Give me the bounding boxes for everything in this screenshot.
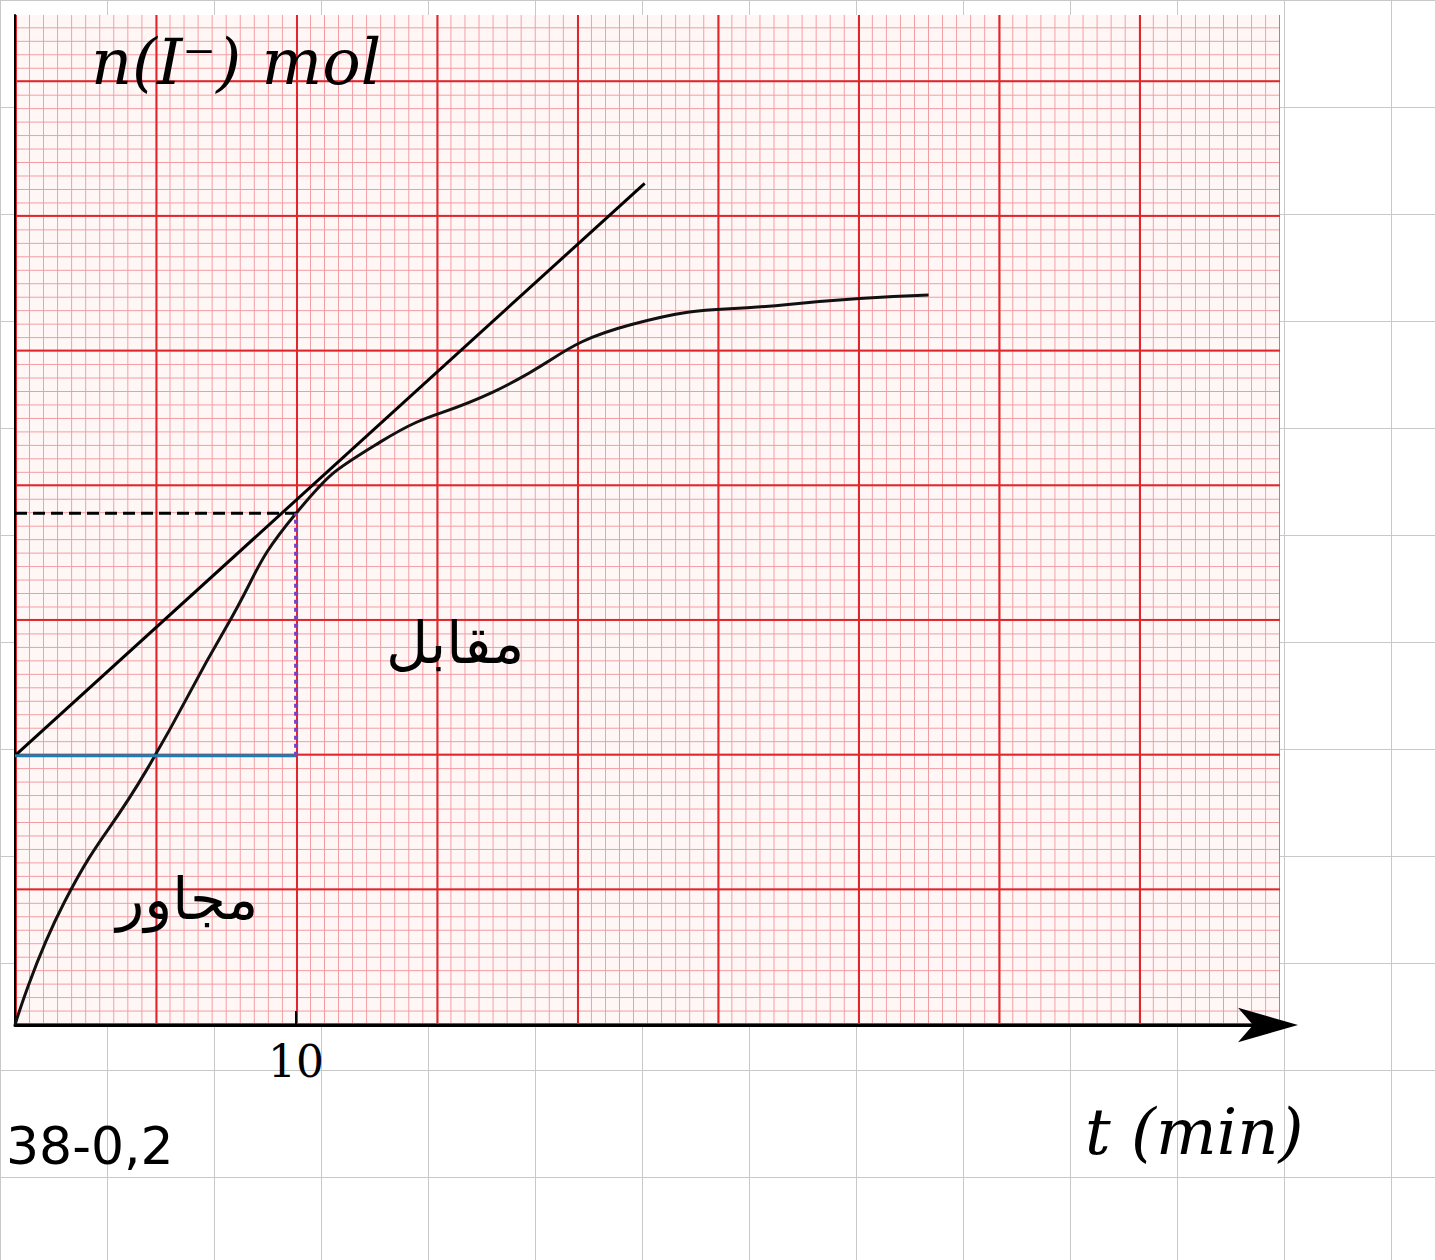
svg-text:t (min): t (min) [1085,1095,1303,1169]
svg-text:38-0,2: 38-0,2 [6,1116,174,1176]
svg-text:مقابل: مقابل [386,609,524,677]
svg-text:n(I⁻) mol: n(I⁻) mol [91,25,381,99]
svg-text:10: 10 [268,1036,324,1087]
svg-text:مجاور: مجاور [113,865,258,934]
